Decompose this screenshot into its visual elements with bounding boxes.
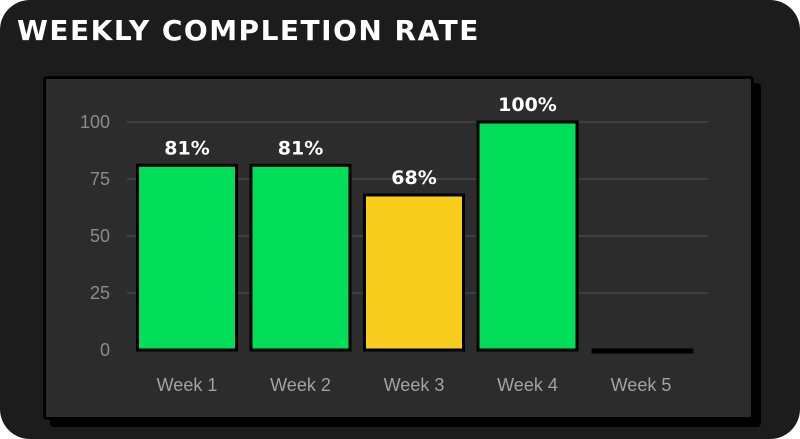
x-tick-label: Week 3 [384,375,445,395]
data-label: 100% [498,94,557,116]
chart-title: WEEKLY COMPLETION RATE [17,14,480,47]
data-label: 68% [391,167,436,189]
x-tick-label: Week 1 [157,375,218,395]
x-tick-label: Week 5 [611,375,672,395]
data-label: 81% [164,137,209,159]
bar [136,163,238,352]
x-tick-label: Week 4 [497,375,558,395]
bar [591,348,694,354]
bar [476,120,579,352]
bar [363,193,465,352]
x-tick-label: Week 2 [270,375,331,395]
y-tick-label: 100 [80,112,110,132]
bar [249,163,352,352]
data-label: 81% [278,137,323,159]
y-tick-label: 0 [100,340,110,360]
y-tick-label: 25 [90,283,110,303]
y-tick-label: 50 [90,226,110,246]
y-tick-label: 75 [90,169,110,189]
